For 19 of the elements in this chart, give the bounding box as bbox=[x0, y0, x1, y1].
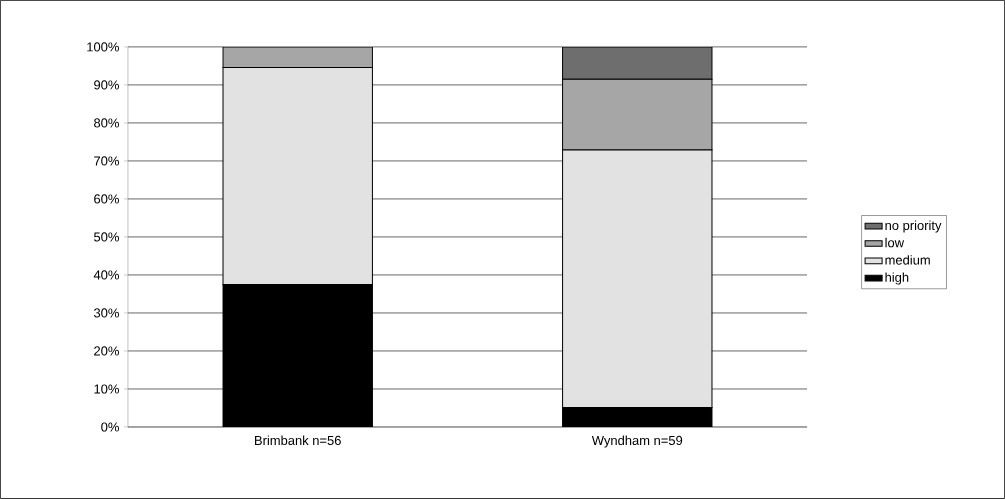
y-tick-label: 70% bbox=[94, 156, 119, 166]
bar bbox=[222, 46, 373, 68]
y-tick-label: 100% bbox=[87, 42, 119, 52]
y-tick-label: 0% bbox=[101, 422, 119, 432]
legend-label: high bbox=[885, 272, 909, 285]
x-tick-label: Wyndham n=59 bbox=[591, 435, 683, 448]
x-tick-label: Brimbank n=56 bbox=[255, 435, 341, 446]
y-tick-label: 30% bbox=[93, 308, 119, 318]
legend-label: no priority bbox=[885, 220, 942, 233]
y-tick-label: 90% bbox=[94, 80, 119, 90]
bar bbox=[562, 78, 713, 151]
legend-label: low bbox=[885, 237, 905, 248]
y-tick-label: 20% bbox=[94, 346, 119, 356]
y-tick-label: 50% bbox=[94, 232, 119, 242]
y-tick-label: 40% bbox=[93, 270, 119, 280]
legend-label: medium bbox=[885, 255, 930, 265]
y-tick-label: 10% bbox=[94, 384, 119, 394]
y-tick-label: 60% bbox=[94, 194, 119, 204]
y-tick-label: 80% bbox=[94, 118, 119, 128]
